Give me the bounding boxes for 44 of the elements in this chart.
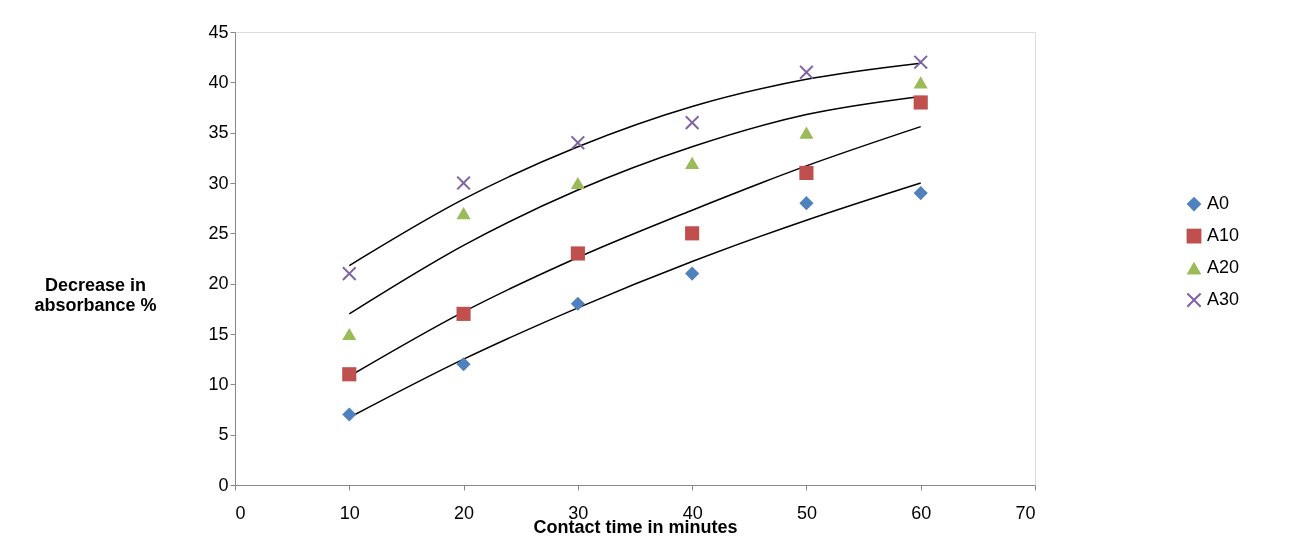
point (913, 186, 928, 201)
point (570, 246, 585, 261)
point (456, 207, 471, 220)
y-tick-label: 5 (218, 424, 229, 445)
x-tick-label: 60 (911, 502, 932, 523)
point (799, 65, 814, 80)
point (570, 135, 585, 150)
y-axis-title: Decrease in absorbance % (34, 275, 157, 316)
point (799, 165, 814, 180)
y-tick-label: 30 (208, 172, 229, 193)
y-tick-label: 40 (208, 71, 229, 92)
point (342, 367, 357, 382)
point (913, 76, 928, 89)
point (799, 126, 814, 139)
point (685, 266, 700, 281)
point (570, 176, 585, 190)
legend-label: A20 (1207, 257, 1240, 278)
point (913, 55, 928, 70)
x-tick-label: 20 (454, 502, 475, 523)
point (342, 327, 357, 341)
point (685, 226, 700, 241)
point (799, 196, 814, 211)
y-tick-label: 35 (208, 122, 229, 143)
point (456, 357, 471, 372)
legend-label: A30 (1207, 289, 1240, 310)
y-tick-label: 25 (208, 222, 229, 243)
legend-label: A10 (1207, 225, 1240, 246)
y-tick-label: 15 (208, 323, 229, 344)
point (913, 95, 928, 110)
point (685, 156, 700, 169)
point (685, 115, 700, 130)
y-tick-label: 10 (208, 373, 229, 394)
point (456, 306, 471, 321)
y-tick-label: 0 (218, 474, 229, 495)
x-tick-label: 50 (796, 502, 817, 523)
y-tick-label: 45 (208, 21, 229, 42)
x-tick-label: 0 (235, 502, 246, 523)
x-tick-label: 70 (1015, 502, 1036, 523)
point (342, 266, 357, 281)
x-tick-label: 10 (339, 502, 360, 523)
y-tick-label: 20 (208, 273, 229, 294)
legend-label: A0 (1207, 193, 1230, 214)
point (570, 296, 585, 311)
point (342, 407, 357, 422)
